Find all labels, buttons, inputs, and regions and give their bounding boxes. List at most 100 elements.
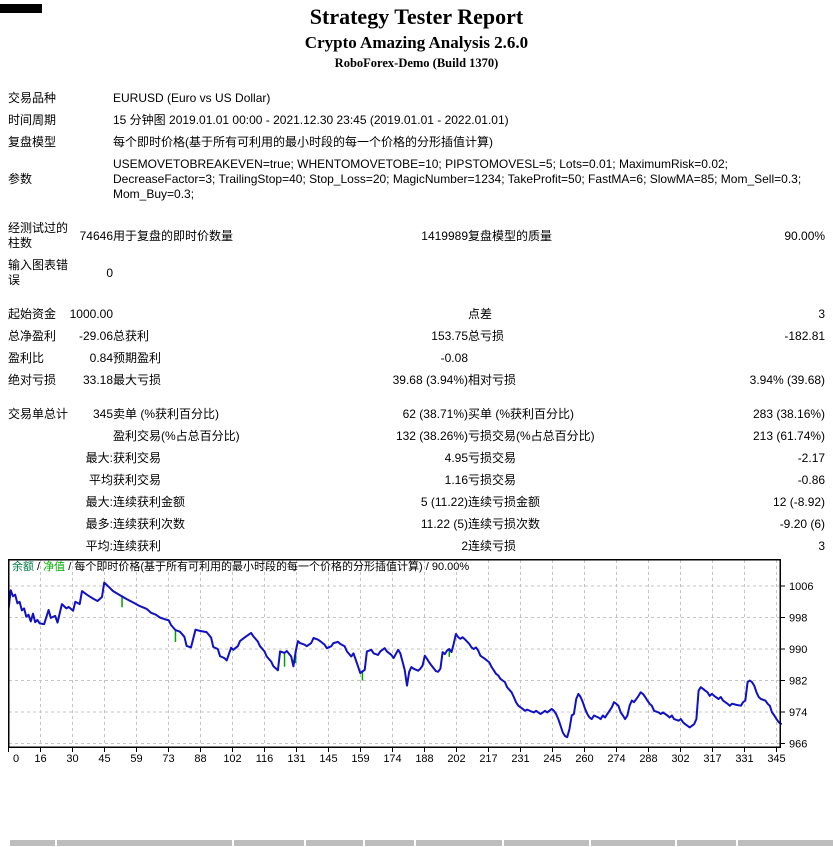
stat-value: 74646 [79,228,113,243]
stat-empty-cell [468,254,708,291]
stat-empty-cell [358,254,468,291]
stats-row: 最大: 连续获利金额 5 (11.22) 连续亏损金额 12 (-8.92) [8,491,825,513]
stat-value: -182.81 [784,329,826,343]
stat-label: 盈利比 [8,351,45,365]
stat-value: -0.86 [797,473,826,487]
cutoff-header-cell [365,840,414,846]
stats-row: 绝对亏损 33.18 最大亏损 39.68 (3.94%) 相对亏损 3.94% (39.… [8,369,825,391]
stat-label: 连续获利次数 [113,517,186,531]
stat-empty-cell [113,254,358,291]
stat-label: 卖单 (%获利百分比) [113,407,219,421]
y-axis-tick-label: 966 [789,739,807,751]
cutoff-header-cell [504,840,589,846]
stats-row: 平均: 连续获利 2 连续亏损 3 [8,535,825,557]
stat-label: 最大亏损 [113,373,162,387]
stat-label: 盈利交易(%占总百分比) [113,429,240,443]
stat-label: 亏损交易 [468,451,517,465]
stat-label: 亏损交易(%占总百分比) [468,429,595,443]
stat-label: 15 分钟图 2019.01.01 00:00 - 2021.12.30 23:… [113,113,509,127]
stat-label: 总获利 [113,329,150,343]
stats-row: 参数 USEMOVETOBREAKEVEN=true; WHENTOMOVETOB… [8,153,825,205]
screen-edge-artifact [0,4,42,13]
x-axis-tick-label: 174 [383,753,401,763]
stat-empty-cell [68,87,113,109]
stat-label: 复盘模型 [8,135,57,149]
stat-label: 亏损交易 [468,473,517,487]
x-axis-tick-label: 217 [479,753,497,763]
stat-empty-cell [708,254,825,291]
stat-label: 连续获利 [113,539,162,553]
stats-table-body: 交易品种 EURUSD (Euro vs US Dollar) 时间周期 15 分钟图… [8,87,825,557]
x-axis-tick-label: 345 [767,753,785,763]
x-axis-tick-label: 245 [543,753,561,763]
x-axis-tick-label: 159 [351,753,369,763]
stat-label: 买单 (%获利百分比) [468,407,574,421]
stat-value: 39.68 (3.94%) [392,373,468,387]
stat-empty-cell [8,469,68,491]
stat-value: 平均: [85,539,113,553]
report-header: Strategy Tester Report Crypto Amazing An… [0,4,833,71]
stats-row: 起始资金 1000.00 点差 3 [8,303,825,325]
stat-label: 参数 [8,172,33,186]
stats-row: 最多: 连续获利次数 11.22 (5) 连续亏损次数 -9.20 (6) [8,513,825,535]
stats-table: 交易品种 EURUSD (Euro vs US Dollar) 时间周期 15 分钟图… [8,87,825,557]
stat-label: 相对亏损 [468,373,517,387]
stats-spacer-row [8,291,825,303]
stat-empty-cell [358,303,468,325]
cutoff-header-cell [677,840,736,846]
x-axis-tick-label: 73 [162,753,174,763]
x-axis-tick-label: 188 [415,753,433,763]
stat-label: 每个即时价格(基于所有可利用的最小时段的每一个价格的分形插值计算) [113,135,493,149]
x-axis-tick-label: 288 [639,753,657,763]
stat-label: 时间周期 [8,113,57,127]
stat-empty-cell [113,303,358,325]
balance-chart-svg: 1006 998 990 982 974 966 0 16 30 45 59 73 88 102 116 13… [7,559,813,765]
stat-label: 点差 [468,307,493,321]
x-axis-tick-label: 331 [735,753,753,763]
stat-label: 连续亏损金额 [468,495,541,509]
stat-value: 最大: [85,495,113,509]
stat-label: 连续获利金额 [113,495,186,509]
stat-empty-cell [68,109,113,131]
stat-value: 1000.00 [69,307,113,321]
stats-spacer-row [8,205,825,217]
stat-value: -0.08 [440,351,468,365]
stat-value: 132 (38.26%) [395,429,468,443]
stat-label: 连续亏损 [468,539,517,553]
stats-row: 经测试过的柱数 74646 用于复盘的即时价数量 1419989 复盘模型的质量 90.0… [8,217,825,254]
cutoff-header-cell [57,840,232,846]
stat-empty-cell [68,153,113,205]
y-axis-tick-label: 1006 [789,581,813,593]
stat-value: 平均 [88,473,113,487]
stat-value: 153.75 [431,329,468,343]
stat-label: EURUSD (Euro vs US Dollar) [113,91,271,105]
x-axis-tick-label: 30 [66,753,78,763]
x-axis-tick-label: 202 [447,753,465,763]
stat-value: 345 [92,407,113,421]
x-axis-tick-label: 274 [607,753,625,763]
x-axis-tick-label: 45 [98,753,110,763]
stats-row: 最大: 获利交易 4.95 亏损交易 -2.17 [8,447,825,469]
x-axis-tick-label: 16 [34,753,46,763]
x-axis-tick-label: 116 [256,753,274,763]
stat-value: 3 [818,539,826,553]
stat-label: 输入图表错误 [8,258,69,287]
stat-value: 33.18 [82,373,113,387]
server-build: RoboForex-Demo (Build 1370) [334,56,499,70]
stats-spacer-row [8,391,825,403]
balance-chart: 1006 998 990 982 974 966 0 16 30 45 59 73 88 102 116 13… [7,559,833,768]
stat-empty-cell [68,425,113,447]
stats-row: 盈利比 0.84 预期盈利 -0.08 [8,347,825,369]
stats-row: 复盘模型 每个即时价格(基于所有可利用的最小时段的每一个价格的分形插值计算) [8,131,825,153]
stat-value: 12 (-8.92) [773,495,826,509]
stat-label: 起始资金 [8,307,57,321]
stats-row: 交易品种 EURUSD (Euro vs US Dollar) [8,87,825,109]
stat-empty-cell [8,425,68,447]
x-axis-tick-label: 59 [130,753,142,763]
chart-legend: 余额 / 净值 / 每个即时价格(基于所有可利用的最小时段的每一个价格的分形插值… [12,559,469,573]
stat-label: 用于复盘的即时价数量 [113,228,234,243]
stats-row: 平均 获利交易 1.16 亏损交易 -0.86 [8,469,825,491]
cutoff-header-cell [234,840,304,846]
cutoff-header-cell [738,840,833,846]
stat-label: 总亏损 [468,329,505,343]
